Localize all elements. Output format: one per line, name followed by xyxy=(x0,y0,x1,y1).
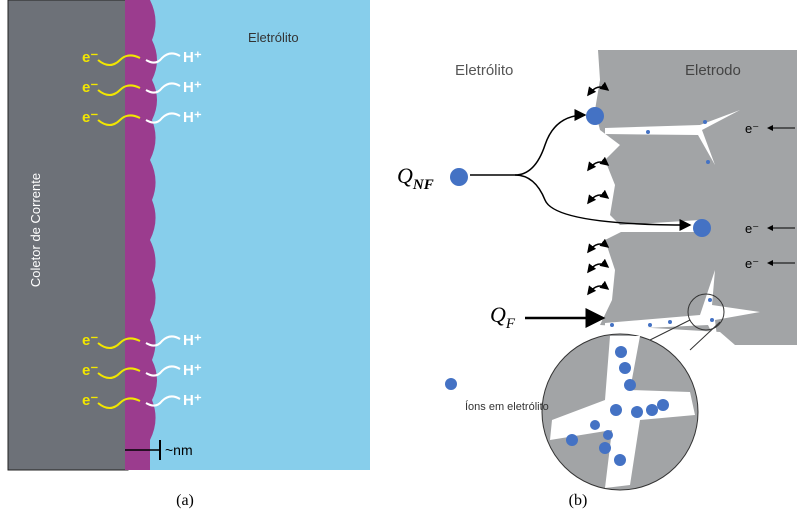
electrode xyxy=(595,50,797,345)
electron: e⁻ xyxy=(82,109,98,126)
caption: (b) xyxy=(569,492,588,509)
symbol: Q xyxy=(490,302,506,327)
proton: H⁺ xyxy=(183,362,202,379)
electron: e⁻ xyxy=(745,121,759,136)
q-nf: QNF xyxy=(397,163,434,193)
electron: e⁻ xyxy=(745,221,759,236)
arrow xyxy=(470,115,585,175)
symbol: Q xyxy=(397,163,413,188)
proton: H⁺ xyxy=(183,79,202,96)
q-f: QF xyxy=(490,302,516,332)
proton: H⁺ xyxy=(183,392,202,409)
figure: Eletrólito Coletor de Corrente e⁻ H⁺ e⁻ H⁺ e… xyxy=(0,0,797,525)
double-layer xyxy=(125,0,157,470)
subscript: F xyxy=(505,316,516,332)
label: Coletor de Corrente xyxy=(28,173,43,287)
electron: e⁻ xyxy=(82,392,98,409)
label: Eletrodo xyxy=(685,62,741,79)
legend: Íons em eletrólito xyxy=(465,400,549,413)
label: Eletrólito xyxy=(455,62,513,79)
subscript: NF xyxy=(412,177,434,193)
electron: e⁻ xyxy=(82,49,98,66)
electron: e⁻ xyxy=(82,79,98,96)
electron: e⁻ xyxy=(745,256,759,271)
caption: (a) xyxy=(176,492,194,509)
proton: H⁺ xyxy=(183,109,202,126)
electron: e⁻ xyxy=(82,332,98,349)
proton: H⁺ xyxy=(183,332,202,349)
electron: e⁻ xyxy=(82,362,98,379)
label: ~nm xyxy=(165,442,193,458)
current-collector xyxy=(8,0,128,470)
proton: H⁺ xyxy=(183,49,202,66)
label: Eletrólito xyxy=(248,30,299,45)
